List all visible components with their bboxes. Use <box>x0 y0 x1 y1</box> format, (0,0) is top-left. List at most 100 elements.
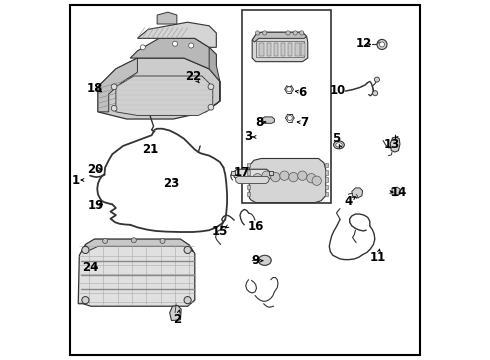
Bar <box>247 185 250 189</box>
Text: 22: 22 <box>185 69 201 82</box>
Bar <box>270 171 273 175</box>
Bar <box>281 42 285 56</box>
Bar <box>325 192 328 196</box>
Polygon shape <box>252 32 308 62</box>
Circle shape <box>208 84 214 90</box>
Text: 23: 23 <box>163 177 180 190</box>
Circle shape <box>172 41 177 46</box>
Bar <box>325 163 328 167</box>
Polygon shape <box>234 169 270 179</box>
Circle shape <box>312 176 321 185</box>
Polygon shape <box>98 58 137 112</box>
Text: 4: 4 <box>345 195 353 208</box>
Text: 21: 21 <box>142 143 158 156</box>
Polygon shape <box>116 76 213 116</box>
Circle shape <box>111 105 117 111</box>
Circle shape <box>271 172 280 182</box>
Circle shape <box>262 171 271 180</box>
Polygon shape <box>235 176 270 184</box>
Text: 19: 19 <box>88 199 104 212</box>
Circle shape <box>131 238 136 243</box>
Polygon shape <box>390 137 400 152</box>
Circle shape <box>189 43 194 48</box>
Bar <box>325 170 328 175</box>
Text: 12: 12 <box>355 37 371 50</box>
Text: 16: 16 <box>247 220 264 233</box>
Polygon shape <box>157 12 177 24</box>
Polygon shape <box>170 306 181 320</box>
Circle shape <box>373 91 378 96</box>
Text: 17: 17 <box>233 166 249 179</box>
Circle shape <box>286 31 290 35</box>
Polygon shape <box>249 158 326 203</box>
Text: 18: 18 <box>87 82 103 95</box>
Circle shape <box>379 42 385 47</box>
Circle shape <box>287 116 293 121</box>
Ellipse shape <box>336 143 342 147</box>
Text: 5: 5 <box>332 132 341 145</box>
Circle shape <box>299 31 304 35</box>
Text: 13: 13 <box>384 138 400 150</box>
Text: 2: 2 <box>173 313 181 327</box>
Circle shape <box>293 31 297 35</box>
Bar <box>295 42 299 56</box>
Text: 1: 1 <box>72 174 80 186</box>
Circle shape <box>111 84 117 90</box>
Circle shape <box>289 172 298 182</box>
Ellipse shape <box>258 255 271 265</box>
Polygon shape <box>85 239 193 252</box>
Text: 8: 8 <box>255 116 264 129</box>
Circle shape <box>102 238 108 243</box>
Ellipse shape <box>334 141 344 149</box>
Bar <box>259 42 264 56</box>
Text: 9: 9 <box>252 254 260 267</box>
Circle shape <box>280 171 289 180</box>
Bar <box>243 10 331 203</box>
Text: 14: 14 <box>391 186 407 199</box>
Bar <box>288 42 293 56</box>
Bar <box>247 163 250 167</box>
Bar <box>247 170 250 175</box>
Circle shape <box>263 31 267 35</box>
Text: 7: 7 <box>300 116 308 129</box>
Bar <box>231 171 235 175</box>
Polygon shape <box>130 39 216 69</box>
Circle shape <box>82 297 89 304</box>
Polygon shape <box>252 32 307 42</box>
Bar <box>300 42 305 56</box>
Text: 10: 10 <box>330 84 346 97</box>
Bar <box>247 177 250 182</box>
Text: 6: 6 <box>298 86 307 99</box>
Polygon shape <box>392 187 400 196</box>
Circle shape <box>253 174 262 183</box>
Polygon shape <box>352 188 363 198</box>
Circle shape <box>287 87 292 92</box>
Circle shape <box>140 45 146 50</box>
Polygon shape <box>137 22 216 47</box>
Bar <box>274 42 278 56</box>
Circle shape <box>160 238 165 243</box>
Bar <box>256 41 304 57</box>
Polygon shape <box>78 239 195 306</box>
Text: 20: 20 <box>87 163 103 176</box>
Circle shape <box>255 31 260 35</box>
Circle shape <box>377 40 387 49</box>
Bar <box>247 192 250 196</box>
Polygon shape <box>205 47 220 112</box>
Text: 15: 15 <box>212 225 228 238</box>
Circle shape <box>208 104 214 110</box>
Text: 11: 11 <box>369 251 386 264</box>
Circle shape <box>307 174 316 183</box>
Circle shape <box>82 246 89 253</box>
Bar <box>325 177 328 182</box>
Text: 24: 24 <box>82 261 98 274</box>
Circle shape <box>184 246 191 253</box>
Circle shape <box>298 171 307 180</box>
Polygon shape <box>262 117 274 123</box>
Text: 3: 3 <box>245 130 253 144</box>
Circle shape <box>374 77 379 82</box>
Circle shape <box>184 297 191 304</box>
Bar <box>267 42 271 56</box>
Polygon shape <box>98 58 220 119</box>
Bar <box>325 185 328 189</box>
